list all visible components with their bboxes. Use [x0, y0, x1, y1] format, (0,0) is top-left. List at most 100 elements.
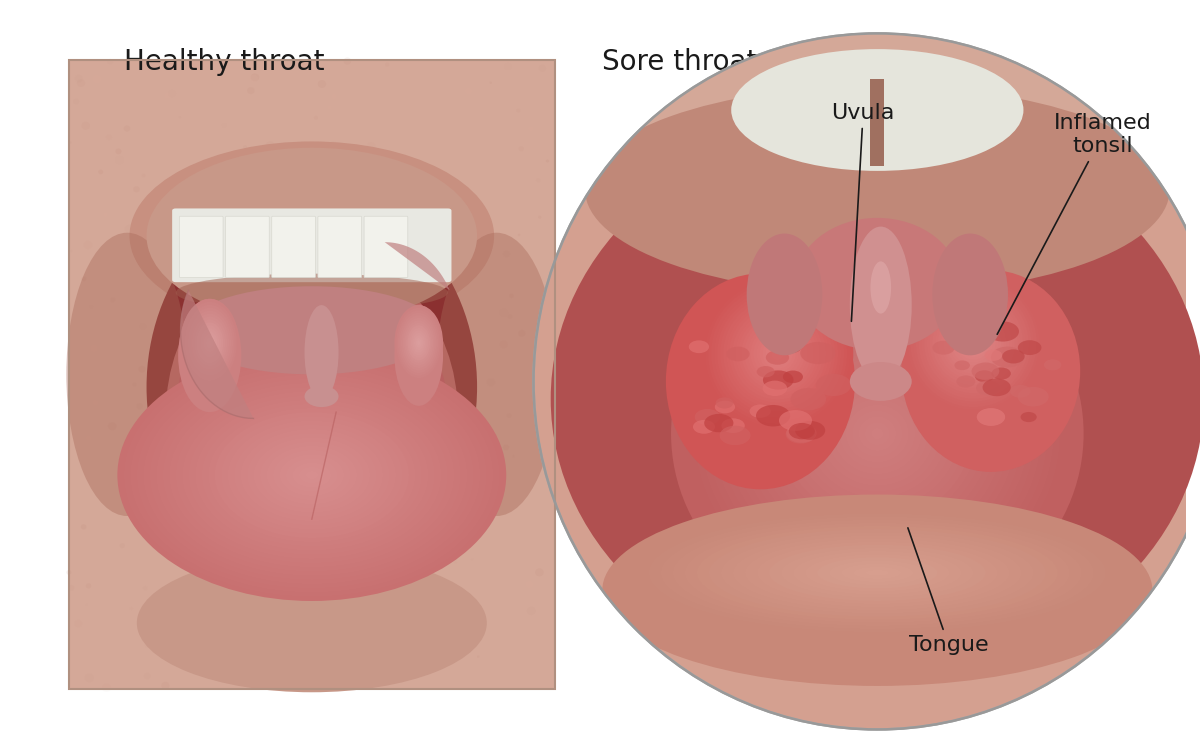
- Ellipse shape: [946, 315, 1001, 371]
- Ellipse shape: [395, 224, 400, 228]
- Ellipse shape: [188, 311, 232, 375]
- FancyBboxPatch shape: [76, 68, 548, 681]
- Ellipse shape: [454, 127, 458, 131]
- Ellipse shape: [469, 463, 474, 466]
- FancyBboxPatch shape: [73, 66, 551, 683]
- FancyBboxPatch shape: [77, 71, 546, 678]
- Ellipse shape: [497, 484, 499, 486]
- Ellipse shape: [84, 673, 94, 682]
- Ellipse shape: [724, 299, 832, 409]
- Ellipse shape: [938, 307, 1009, 379]
- Ellipse shape: [456, 71, 462, 77]
- Ellipse shape: [827, 387, 928, 480]
- Ellipse shape: [776, 341, 978, 527]
- Ellipse shape: [329, 142, 337, 148]
- Ellipse shape: [240, 340, 383, 485]
- Ellipse shape: [391, 321, 396, 326]
- Ellipse shape: [251, 662, 260, 671]
- Ellipse shape: [307, 253, 312, 259]
- Circle shape: [850, 362, 912, 401]
- Ellipse shape: [965, 335, 982, 352]
- Ellipse shape: [264, 466, 274, 474]
- Ellipse shape: [793, 551, 961, 595]
- Ellipse shape: [204, 334, 216, 352]
- Circle shape: [721, 419, 745, 433]
- Ellipse shape: [769, 545, 985, 601]
- Ellipse shape: [380, 384, 388, 390]
- FancyBboxPatch shape: [76, 69, 548, 680]
- Ellipse shape: [247, 87, 254, 94]
- FancyBboxPatch shape: [68, 60, 554, 689]
- Ellipse shape: [403, 289, 412, 297]
- Ellipse shape: [86, 583, 91, 589]
- FancyBboxPatch shape: [77, 69, 547, 679]
- Ellipse shape: [546, 159, 550, 162]
- Ellipse shape: [457, 271, 464, 278]
- Ellipse shape: [751, 317, 1003, 550]
- Ellipse shape: [206, 305, 418, 519]
- FancyBboxPatch shape: [76, 69, 547, 679]
- Ellipse shape: [503, 250, 510, 257]
- Ellipse shape: [370, 633, 378, 641]
- Ellipse shape: [954, 323, 992, 363]
- Ellipse shape: [721, 532, 1033, 614]
- Ellipse shape: [192, 317, 227, 370]
- FancyBboxPatch shape: [77, 70, 546, 679]
- Polygon shape: [385, 242, 450, 291]
- Ellipse shape: [701, 271, 1054, 596]
- Ellipse shape: [122, 472, 132, 481]
- Ellipse shape: [438, 179, 443, 183]
- Ellipse shape: [509, 294, 514, 298]
- Ellipse shape: [324, 213, 332, 221]
- Ellipse shape: [215, 412, 409, 538]
- Ellipse shape: [397, 310, 440, 375]
- Ellipse shape: [602, 495, 1152, 686]
- FancyBboxPatch shape: [73, 65, 551, 684]
- Ellipse shape: [750, 326, 805, 381]
- Ellipse shape: [301, 402, 322, 422]
- Ellipse shape: [118, 349, 506, 601]
- Ellipse shape: [82, 121, 90, 130]
- Ellipse shape: [534, 34, 1200, 729]
- Ellipse shape: [239, 615, 246, 621]
- Ellipse shape: [253, 437, 370, 513]
- Ellipse shape: [228, 420, 396, 530]
- Ellipse shape: [432, 621, 439, 627]
- FancyBboxPatch shape: [71, 62, 553, 687]
- Ellipse shape: [214, 583, 220, 589]
- Ellipse shape: [385, 63, 389, 66]
- Circle shape: [715, 401, 736, 413]
- FancyBboxPatch shape: [78, 72, 546, 677]
- Ellipse shape: [438, 657, 448, 666]
- Ellipse shape: [191, 314, 229, 372]
- Ellipse shape: [943, 313, 1004, 374]
- Ellipse shape: [144, 673, 151, 679]
- Circle shape: [695, 409, 720, 425]
- Circle shape: [972, 363, 1000, 380]
- Text: Tongue: Tongue: [908, 528, 989, 655]
- FancyBboxPatch shape: [74, 67, 550, 682]
- Ellipse shape: [217, 484, 224, 491]
- Ellipse shape: [817, 557, 937, 589]
- Ellipse shape: [268, 153, 275, 159]
- Ellipse shape: [802, 364, 953, 503]
- Ellipse shape: [702, 277, 853, 430]
- Ellipse shape: [235, 297, 239, 299]
- Ellipse shape: [367, 542, 370, 544]
- Ellipse shape: [198, 326, 221, 361]
- Ellipse shape: [157, 395, 163, 399]
- Ellipse shape: [403, 444, 412, 451]
- Ellipse shape: [200, 388, 203, 390]
- Ellipse shape: [330, 241, 338, 249]
- Ellipse shape: [742, 317, 814, 390]
- Ellipse shape: [766, 341, 790, 366]
- Ellipse shape: [80, 524, 86, 530]
- Ellipse shape: [82, 276, 86, 281]
- Ellipse shape: [254, 353, 370, 471]
- Ellipse shape: [398, 472, 402, 477]
- Ellipse shape: [808, 370, 947, 498]
- Ellipse shape: [182, 281, 442, 544]
- Ellipse shape: [236, 315, 241, 320]
- Ellipse shape: [503, 445, 509, 451]
- Ellipse shape: [781, 548, 973, 598]
